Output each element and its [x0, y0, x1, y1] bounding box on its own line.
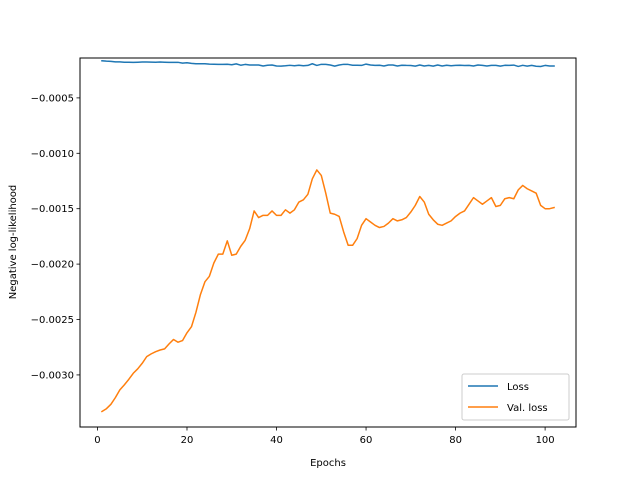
legend-label-loss: Loss [507, 382, 529, 393]
x-tick-label: 40 [270, 435, 283, 446]
y-tick-label: −0.0005 [31, 93, 74, 104]
x-axis-label: Epochs [310, 458, 346, 469]
y-tick-label: −0.0020 [31, 260, 74, 271]
legend-label-val-loss: Val. loss [507, 403, 548, 414]
x-tick-label: 100 [536, 435, 555, 446]
x-axis: 0 20 40 60 80 100 [94, 427, 555, 446]
y-tick-label: −0.0010 [31, 149, 74, 160]
series-line-loss [101, 59, 555, 68]
y-tick-label: −0.0030 [31, 370, 74, 381]
series-group [100, 59, 555, 413]
x-tick-label: 0 [94, 435, 100, 446]
y-axis: −0.0005 −0.0010 −0.0015 −0.0020 −0.0025 −0.00… [31, 93, 80, 381]
plot-area [80, 58, 576, 427]
x-tick-label: 60 [360, 435, 373, 446]
series-line-val-loss [100, 169, 555, 413]
y-tick-label: −0.0015 [31, 204, 74, 215]
legend: Loss Val. loss [461, 373, 570, 421]
plot-frame [79, 57, 577, 428]
y-tick-label: −0.0025 [31, 315, 74, 326]
y-axis-label: Negative log-likelihood [8, 185, 19, 300]
x-tick-label: 80 [449, 435, 462, 446]
x-tick-label: 20 [181, 435, 194, 446]
